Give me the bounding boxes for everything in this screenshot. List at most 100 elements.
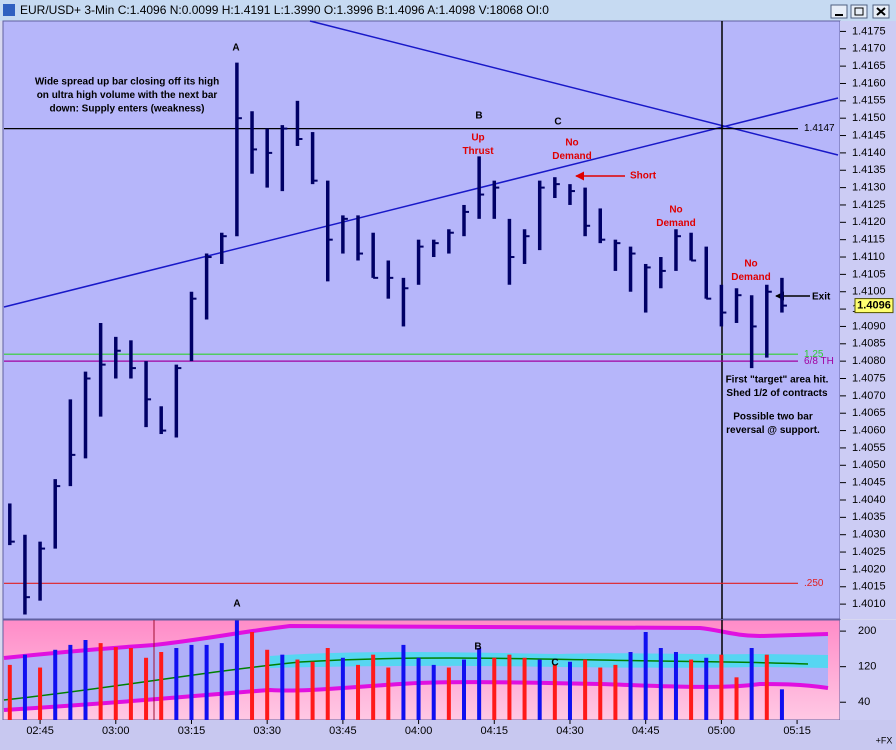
annotation: C (554, 117, 561, 128)
y-tick-label: 1.4175 (852, 25, 886, 37)
volume-bar (98, 643, 103, 720)
annotation: reversal @ support. (726, 425, 820, 436)
annotation: Wide spread up bar closing off its high (35, 77, 219, 88)
volume-bar (310, 661, 315, 720)
volume-bar (265, 649, 270, 720)
annotation: First "target" area hit. (726, 375, 829, 386)
y-tick-label: 1.4120 (852, 216, 886, 228)
y-tick-label: 1.4045 (852, 477, 886, 489)
y-tick-label: 1.4130 (852, 182, 886, 194)
annotation: No (669, 205, 682, 216)
volume-bar (159, 652, 164, 720)
maximize-button[interactable] (850, 4, 868, 19)
level-label: .250 (804, 578, 824, 589)
last-price-label: 1.4096 (857, 300, 891, 312)
volume-bar (598, 667, 603, 720)
volume-bar (477, 648, 482, 720)
volume-bar (38, 667, 43, 720)
volume-bar (234, 620, 239, 720)
volume-bar (749, 648, 754, 720)
y-tick-label: 1.4080 (852, 355, 886, 367)
volume-bar (522, 657, 527, 720)
y-tick-label: 1.4050 (852, 459, 886, 471)
volume-bar (552, 664, 557, 720)
close-icon (876, 7, 886, 16)
annotation: Short (630, 171, 657, 182)
y-tick-label: 1.4020 (852, 563, 886, 575)
volume-bar (22, 654, 27, 720)
annotation: B (474, 642, 481, 653)
y-tick-label: 1.4100 (852, 286, 886, 298)
y-tick-label: 200 (858, 625, 876, 637)
x-tick-label: 04:30 (556, 725, 584, 737)
y-tick-label: 1.4165 (852, 60, 886, 72)
volume-bar (764, 654, 769, 720)
volume-bar (492, 657, 497, 720)
x-tick-label: 03:45 (329, 725, 357, 737)
volume-bar (673, 652, 678, 720)
level-label: 1.4147 (804, 123, 835, 134)
y-tick-label: 1.4055 (852, 442, 886, 454)
volume-bar (779, 689, 784, 720)
volume-bar (537, 659, 542, 720)
volume-bar (83, 640, 88, 720)
annotation: Demand (656, 218, 695, 229)
y-tick-label: 1.4090 (852, 320, 886, 332)
footer-label: +FX (876, 735, 893, 745)
volume-bar (53, 649, 58, 720)
volume-bar (144, 657, 149, 720)
annotation: Thrust (462, 146, 494, 157)
annotation: Demand (552, 151, 591, 162)
x-tick-label: 03:30 (253, 725, 281, 737)
annotation: Possible two bar (733, 412, 813, 423)
y-tick-label: 1.4155 (852, 95, 886, 107)
x-tick-label: 02:45 (26, 725, 54, 737)
y-tick-label: 40 (858, 696, 870, 708)
volume-bar (204, 644, 209, 720)
volume-bar (658, 648, 663, 720)
volume-bar (189, 644, 194, 720)
maximize-icon (854, 7, 864, 16)
annotation: B (475, 111, 482, 122)
title-bar (0, 0, 896, 21)
volume-bar (719, 654, 724, 720)
y-tick-label: 1.4150 (852, 112, 886, 124)
volume-bar (507, 654, 512, 720)
minimize-button[interactable] (830, 4, 848, 19)
volume-bar (583, 659, 588, 720)
annotation: Demand (731, 272, 770, 283)
volume-bar (280, 654, 285, 720)
volume-bar (174, 648, 179, 720)
volume-bar (689, 659, 694, 720)
y-tick-label: 1.4170 (852, 43, 886, 55)
annotation: A (232, 43, 239, 54)
volume-bar (371, 654, 376, 720)
y-tick-label: 120 (858, 661, 876, 673)
volume-bar (295, 659, 300, 720)
volume-average (3, 657, 809, 701)
volume-bar (431, 664, 436, 720)
volume-bar (219, 643, 224, 720)
y-tick-label: 1.4125 (852, 199, 886, 211)
volume-bar (704, 657, 709, 720)
volume-bar (250, 632, 255, 720)
annotation: on ultra high volume with the next bar (37, 90, 218, 101)
y-tick-label: 1.4040 (852, 494, 886, 506)
volume-bar (7, 664, 12, 720)
y-tick-label: 1.4065 (852, 407, 886, 419)
y-tick-label: 1.4140 (852, 147, 886, 159)
y-tick-label: 1.4015 (852, 581, 886, 593)
level-label: 6/8 TH (804, 356, 834, 367)
x-tick-label: 05:15 (783, 725, 811, 737)
volume-bar (446, 667, 451, 720)
window-controls[interactable] (830, 4, 890, 19)
annotation: C (551, 658, 558, 669)
volume-axis-area (840, 620, 896, 720)
x-tick-label: 04:45 (632, 725, 660, 737)
y-tick-label: 1.4060 (852, 424, 886, 436)
level-label: 1.25 (804, 349, 824, 360)
annotation: Shed 1/2 of contracts (726, 388, 828, 399)
x-tick-label: 04:15 (481, 725, 509, 737)
